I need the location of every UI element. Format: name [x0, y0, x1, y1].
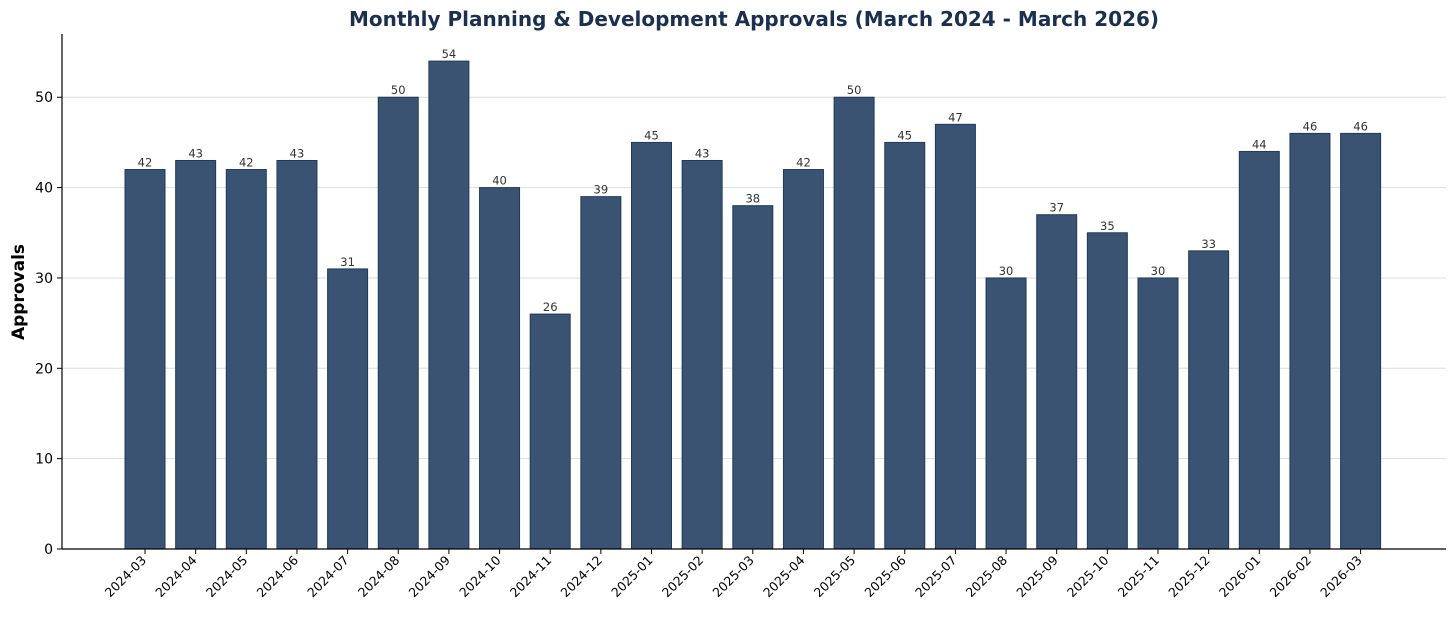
data-label-2025-04: 42	[796, 156, 811, 170]
bar-2024-07	[327, 268, 369, 550]
data-label-2025-07: 47	[948, 110, 963, 124]
x-tick-label-2024-06: 2024-06	[254, 552, 302, 600]
y-tick-label-40: 40	[35, 181, 53, 197]
data-label-2025-02: 43	[695, 146, 710, 160]
data-label-2024-07: 31	[340, 255, 355, 269]
x-tick-label-2024-10: 2024-10	[456, 552, 504, 600]
bar-2024-09	[428, 60, 470, 550]
bar-2024-11	[529, 313, 571, 550]
bar-2025-12	[1188, 250, 1230, 550]
data-label-2025-06: 45	[897, 128, 912, 142]
data-label-2026-02: 46	[1303, 119, 1318, 133]
data-label-2024-08: 50	[391, 83, 406, 97]
x-tick-label-2025-03: 2025-03	[709, 553, 757, 601]
bar-2024-12	[580, 196, 622, 550]
x-tick-label-2025-08: 2025-08	[963, 552, 1011, 600]
bar-2024-10	[479, 187, 521, 550]
y-ticks: 0 10 20 30 40 50	[35, 90, 62, 558]
data-label-2024-04: 43	[188, 146, 203, 160]
x-tick-label-2025-01: 2025-01	[608, 553, 656, 601]
x-tick-label-2025-04: 2025-04	[760, 552, 808, 600]
x-tick-label-2024-07: 2024-07	[304, 553, 352, 601]
bar-2025-06	[884, 141, 926, 550]
y-tick-label-0: 0	[44, 542, 53, 558]
x-tick-label-2025-02: 2025-02	[659, 553, 707, 601]
x-tick-label-2024-04: 2024-04	[152, 552, 200, 600]
x-ticks: 2024-03 2024-04 2024-05 2024-06 2024-07 2024-…	[102, 549, 1365, 600]
data-label-2025-09: 37	[1049, 201, 1064, 215]
x-tick-label-2026-01: 2026-01	[1216, 553, 1264, 601]
bar-2024-08	[377, 96, 419, 550]
x-tick-label-2024-11: 2024-11	[507, 553, 555, 601]
data-label-2025-08: 30	[999, 264, 1014, 278]
y-tick-label-20: 20	[35, 361, 53, 377]
x-tick-label-2026-02: 2026-02	[1267, 553, 1315, 601]
bar-2025-09	[1036, 214, 1078, 550]
bar-2025-10	[1086, 232, 1128, 550]
bars	[124, 60, 1382, 550]
y-tick-label-30: 30	[35, 271, 53, 287]
data-label-2025-03: 38	[745, 192, 760, 206]
bar-2025-07	[934, 123, 976, 550]
data-label-2024-05: 42	[239, 156, 254, 170]
y-tick-label-50: 50	[35, 90, 53, 106]
data-label-2024-11: 26	[543, 300, 558, 314]
bar-2025-04	[782, 169, 824, 550]
data-label-2024-06: 43	[290, 146, 305, 160]
x-tick-label-2025-09: 2025-09	[1013, 552, 1061, 600]
y-tick-label-10: 10	[35, 452, 53, 468]
bar-2025-03	[732, 205, 774, 550]
x-tick-label-2025-07: 2025-07	[912, 553, 960, 601]
x-tick-label-2025-06: 2025-06	[861, 552, 909, 600]
bar-2025-11	[1137, 277, 1179, 550]
data-label-2024-03: 42	[138, 156, 153, 170]
x-tick-label-2024-03: 2024-03	[102, 553, 150, 601]
data-label-2026-03: 46	[1353, 119, 1368, 133]
x-tick-label-2024-08: 2024-08	[355, 552, 403, 600]
bar-2025-02	[681, 159, 723, 550]
x-tick-label-2026-03: 2026-03	[1317, 553, 1365, 601]
data-label-2024-09: 54	[442, 47, 457, 61]
bar-2024-03	[124, 169, 166, 550]
data-label-2025-05: 50	[847, 83, 862, 97]
data-label-2024-12: 39	[594, 183, 609, 197]
x-tick-label-2024-05: 2024-05	[203, 553, 251, 601]
data-label-2025-01: 45	[644, 128, 659, 142]
bar-2025-05	[833, 96, 875, 550]
x-tick-label-2024-09: 2024-09	[405, 552, 453, 600]
bar-2024-06	[276, 159, 318, 550]
data-label-2026-01: 44	[1252, 137, 1267, 151]
x-tick-label-2024-12: 2024-12	[557, 553, 605, 601]
x-tick-label-2025-10: 2025-10	[1064, 552, 1112, 600]
data-labels: 42 43 42 43 31 50 54 40 26 39 45 43 38 42 50 45 47 30 37 35…	[138, 47, 1368, 314]
data-label-2024-10: 40	[492, 174, 507, 188]
bar-2026-03	[1340, 132, 1382, 550]
x-tick-label-2025-12: 2025-12	[1165, 553, 1213, 601]
axes	[61, 34, 1446, 550]
bar-2026-02	[1289, 132, 1331, 550]
bar-2024-05	[225, 169, 267, 550]
data-label-2025-12: 33	[1201, 237, 1216, 251]
chart-title: Monthly Planning & Development Approvals…	[349, 7, 1159, 31]
bar-2025-08	[985, 277, 1027, 550]
bar-2026-01	[1238, 150, 1280, 550]
data-label-2025-10: 35	[1100, 219, 1115, 233]
data-label-2025-11: 30	[1151, 264, 1166, 278]
bar-2025-01	[631, 141, 672, 550]
y-axis-label: Approvals	[9, 244, 29, 340]
x-tick-label-2025-05: 2025-05	[811, 553, 859, 601]
x-tick-label-2025-11: 2025-11	[1115, 553, 1163, 601]
bar-2024-04	[175, 159, 217, 550]
